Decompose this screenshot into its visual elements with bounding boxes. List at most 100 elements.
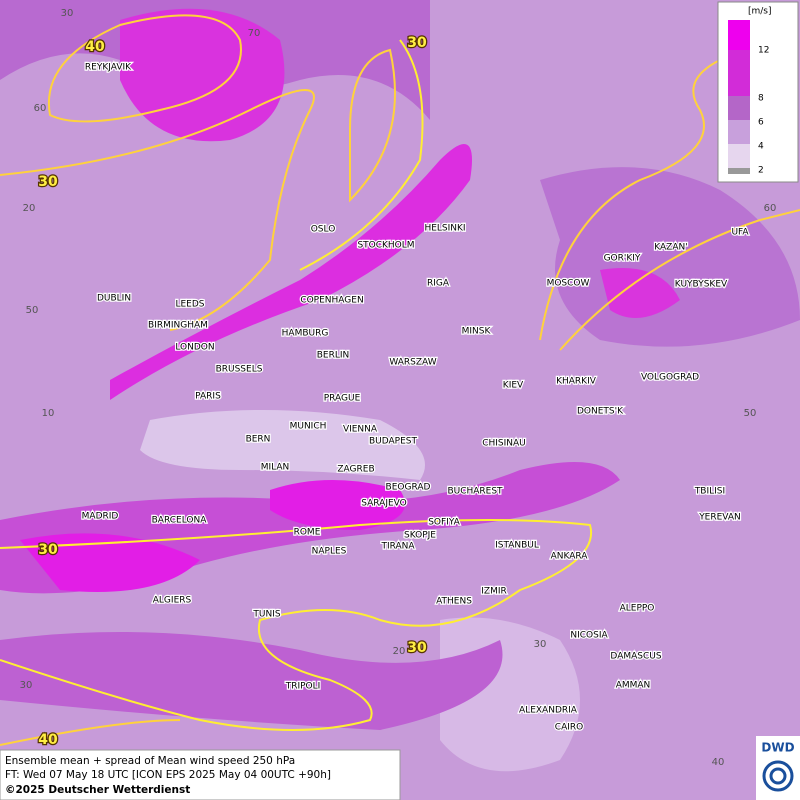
labels: REYKJAVIK OSLO STOCKHOLM HELSINKI DUBLIN LEED… <box>20 8 777 768</box>
city-label: MOSCOW <box>547 279 590 289</box>
city-label: YEREVAN <box>698 513 741 523</box>
city-label: WARSZAW <box>389 358 436 368</box>
city-label: SOFIYA <box>428 518 460 528</box>
footer-title: Ensemble mean + spread of Mean wind spee… <box>5 755 295 767</box>
shade <box>110 144 472 400</box>
footer-box <box>0 749 401 800</box>
city-label: DUBLIN <box>97 294 131 304</box>
city-label: LONDON <box>175 343 214 353</box>
city-label: TIRANA <box>380 542 415 552</box>
graticule-label: 20 <box>393 646 406 657</box>
city-label: KUYBYSKEV <box>675 280 728 290</box>
isotach-label: 30 <box>407 35 427 51</box>
city-label: KIEV <box>503 381 524 391</box>
city-label: CAIRO <box>555 723 583 733</box>
city-label: HAMBURG <box>282 329 329 339</box>
shade <box>140 410 425 480</box>
shade <box>0 632 503 730</box>
city-label: SKOPJE <box>404 531 436 541</box>
shade <box>20 533 200 592</box>
isotach-label: 30 <box>38 174 58 190</box>
legend-swatch <box>728 120 750 144</box>
isotach-label: 30 <box>407 640 427 656</box>
city-label: ALEPPO <box>620 604 655 614</box>
graticule-label: 50 <box>26 305 39 316</box>
city-label: PRAGUE <box>324 394 361 404</box>
city-label: UFA <box>731 228 749 238</box>
city-label: KAZAN' <box>654 243 687 253</box>
city-label: ISTANBUL <box>495 541 539 551</box>
city-label: BERN <box>246 435 271 445</box>
city-label: BUCHAREST <box>447 487 503 497</box>
city-label: MUNICH <box>290 422 327 432</box>
legend-unit: [m/s] <box>748 7 772 17</box>
city-label: BIRMINGHAM <box>148 321 208 331</box>
legend-swatch <box>728 144 750 168</box>
logo-text: DWD <box>761 741 794 755</box>
graticule-label: 10 <box>42 408 55 419</box>
legend-label: 8 <box>758 94 764 104</box>
legend-swatch <box>728 20 750 50</box>
city-label: REYKJAVIK <box>85 63 132 73</box>
graticule-label: 30 <box>534 639 547 650</box>
city-label: BERLIN <box>317 351 350 361</box>
logo-icon <box>762 760 794 792</box>
city-label: TUNIS <box>252 610 280 620</box>
isotach <box>539 59 721 341</box>
shade <box>270 480 405 530</box>
shade <box>540 167 800 347</box>
city-label: NAPLES <box>312 547 347 557</box>
legend-swatch <box>728 50 750 96</box>
shade <box>120 8 285 142</box>
footer-copyright: ©2025 Deutscher Wetterdienst <box>5 784 190 796</box>
legend-label: 12 <box>758 46 769 56</box>
graticule-label: 30 <box>20 680 33 691</box>
city-label: BARCELONA <box>152 516 208 526</box>
city-label: MADRID <box>82 512 119 522</box>
graticule-label: 70 <box>248 28 261 39</box>
city-label: NICOSIA <box>570 631 608 641</box>
footer-time: FT: Wed 07 May 18 UTC [ICON EPS 2025 May… <box>5 769 331 781</box>
city-label: BRUSSELS <box>216 365 263 375</box>
legend-label: 2 <box>758 166 764 176</box>
city-label: LEEDS <box>175 300 204 310</box>
city-label: HELSINKI <box>424 224 465 234</box>
city-label: DAMASCUS <box>610 652 661 662</box>
city-label: COPENHAGEN <box>300 296 363 306</box>
city-label: ALGIERS <box>153 596 192 606</box>
legend-swatch <box>728 168 750 174</box>
legend: [m/s] 12 8 6 4 2 <box>717 1 799 183</box>
graticule-label: 30 <box>61 8 74 19</box>
isotach <box>299 39 424 271</box>
legend-label: 4 <box>758 142 764 152</box>
city-label: TRIPOLI <box>285 682 321 692</box>
city-label: STOCKHOLM <box>357 241 414 251</box>
graticule-label: 40 <box>712 757 725 768</box>
city-label: PARIS <box>195 392 221 402</box>
isotach <box>559 209 800 351</box>
isotach-label: 30 <box>38 542 58 558</box>
city-label: TBILISI <box>694 487 725 497</box>
logo-icon <box>769 767 787 785</box>
city-label: DONETS'K <box>577 407 624 417</box>
city-label: VOLGOGRAD <box>641 373 699 383</box>
city-label: CHISINAU <box>482 439 526 449</box>
city-label: SARAJEVO <box>361 499 407 509</box>
city-label: ANKARA <box>551 552 589 562</box>
city-label: GOR'KIY <box>604 254 641 264</box>
city-label: MILAN <box>261 463 290 473</box>
city-label: RIGA <box>427 279 450 289</box>
isotach <box>349 48 396 203</box>
isotach <box>0 519 593 731</box>
isotach <box>0 719 181 746</box>
shade <box>600 268 680 318</box>
graticule-label: 60 <box>764 203 777 214</box>
city-label: AMMAN <box>616 681 651 691</box>
graticule-label: 50 <box>744 408 757 419</box>
city-label: ZAGREB <box>337 465 374 475</box>
isotach-label: 40 <box>38 732 58 748</box>
isotachs <box>0 14 800 746</box>
city-label: OSLO <box>311 225 336 235</box>
city-label: KHARKIV <box>556 377 597 387</box>
